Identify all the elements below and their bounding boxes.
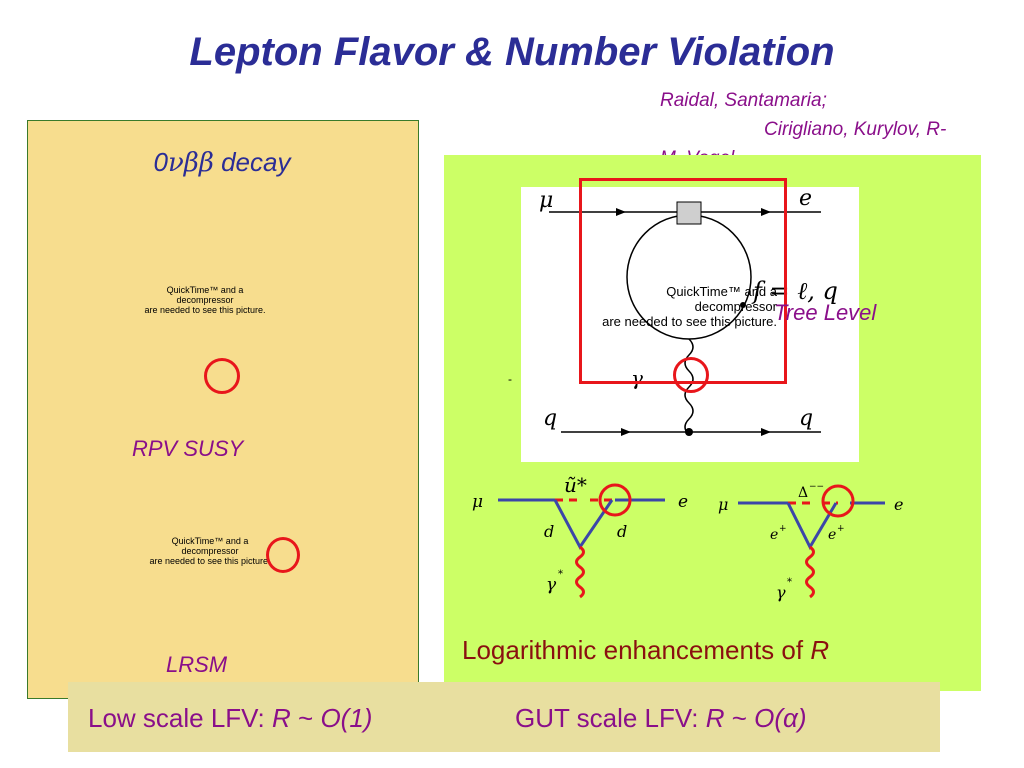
logarithmic-enhancements-text: Logarithmic enhancements of R bbox=[462, 635, 829, 666]
delta-label-e: e bbox=[894, 495, 903, 514]
feynman-diagram-squark: μ e ũ* d d γ * bbox=[472, 473, 688, 599]
loop-label-q-right: q bbox=[799, 406, 813, 431]
highlight-circle-1 bbox=[204, 358, 240, 394]
low-scale-R: R bbox=[272, 703, 291, 733]
slide-title: Lepton Flavor & Number Violation bbox=[189, 30, 835, 74]
squark-label-d-left: d bbox=[544, 522, 554, 541]
loop-feynman-diagram: μ e f = ℓ, q γ q q bbox=[539, 186, 838, 436]
delta-label-gamma-star: * bbox=[787, 577, 792, 588]
stray-dash: - bbox=[508, 372, 512, 386]
squark-label-u-star: ũ* bbox=[564, 473, 587, 497]
delta-label-plus-right: + bbox=[837, 524, 845, 534]
gut-scale-O: O(α) bbox=[754, 703, 807, 733]
authors-line-2: Cirigliano, Kurylov, R- bbox=[764, 119, 947, 140]
bottom-summary-bar bbox=[68, 682, 940, 752]
quicktime-placeholder-1: QuickTime™ and a decompressor are needed… bbox=[144, 285, 266, 315]
loop-label-e: e bbox=[799, 187, 812, 211]
low-scale-prefix: Low scale LFV: bbox=[88, 703, 273, 733]
low-scale-lfv: Low scale LFV: R ~ O(1) bbox=[88, 703, 372, 734]
loop-diagram-box: μ e f = ℓ, q γ q q bbox=[521, 186, 859, 462]
highlight-circle-2 bbox=[266, 537, 300, 573]
heading-nu-beta-beta: νββ bbox=[167, 148, 214, 178]
loop-label-q-left: q bbox=[543, 406, 557, 431]
loop-label-mu: μ bbox=[539, 188, 553, 213]
delta-label-plus-left: + bbox=[779, 524, 787, 534]
left-panel-0nbb bbox=[27, 120, 419, 699]
label-lrsm: LRSM bbox=[166, 652, 228, 677]
loop-label-f: f = ℓ, q bbox=[751, 277, 838, 305]
squark-label-d-right: d bbox=[617, 522, 627, 541]
loop-label-gamma: γ bbox=[631, 366, 643, 390]
log-enh-prefix: Logarithmic enhancements of bbox=[462, 635, 811, 665]
label-rpv-susy: RPV SUSY bbox=[132, 436, 244, 461]
squark-label-mu: μ bbox=[472, 492, 483, 512]
delta-label-e-plus-left: e bbox=[770, 527, 778, 543]
squark-label-gamma-star: * bbox=[558, 569, 563, 580]
feynman-diagram-delta: μ e Δ −− e + e + γ * bbox=[718, 482, 903, 602]
heading-decay: decay bbox=[213, 147, 291, 177]
tree-level-highlight-box bbox=[579, 178, 787, 384]
log-enh-R: R bbox=[810, 635, 830, 665]
highlight-circle-3 bbox=[673, 357, 709, 393]
delta-label-delta: Δ bbox=[798, 485, 808, 501]
delta-label-e-plus-right: e bbox=[828, 527, 836, 543]
gut-scale-prefix: GUT scale LFV: bbox=[515, 703, 706, 733]
label-tree-level: Tree Level bbox=[774, 300, 877, 325]
delta-label-delta-charge: −− bbox=[809, 482, 824, 492]
heading-zero: 0 bbox=[153, 147, 168, 177]
squark-label-e: e bbox=[678, 492, 688, 512]
delta-label-mu: μ bbox=[718, 495, 728, 514]
gut-scale-R: R bbox=[705, 703, 725, 733]
gut-scale-tilde: ~ bbox=[724, 703, 755, 733]
low-scale-tilde: ~ bbox=[290, 703, 321, 733]
delta-label-gamma: γ bbox=[776, 583, 786, 602]
gut-scale-lfv: GUT scale LFV: R ~ O(α) bbox=[515, 703, 807, 734]
authors-line-1: Raidal, Santamaria; bbox=[660, 90, 827, 111]
left-panel-heading: 0νββ decay bbox=[27, 147, 417, 178]
squark-label-gamma: γ bbox=[546, 575, 557, 595]
low-scale-O: O(1) bbox=[320, 703, 373, 733]
quicktime-placeholder-2: QuickTime™ and a decompressor are needed… bbox=[149, 536, 271, 566]
quicktime-placeholder-3: QuickTime™ and a decompressor are needed… bbox=[602, 284, 777, 329]
